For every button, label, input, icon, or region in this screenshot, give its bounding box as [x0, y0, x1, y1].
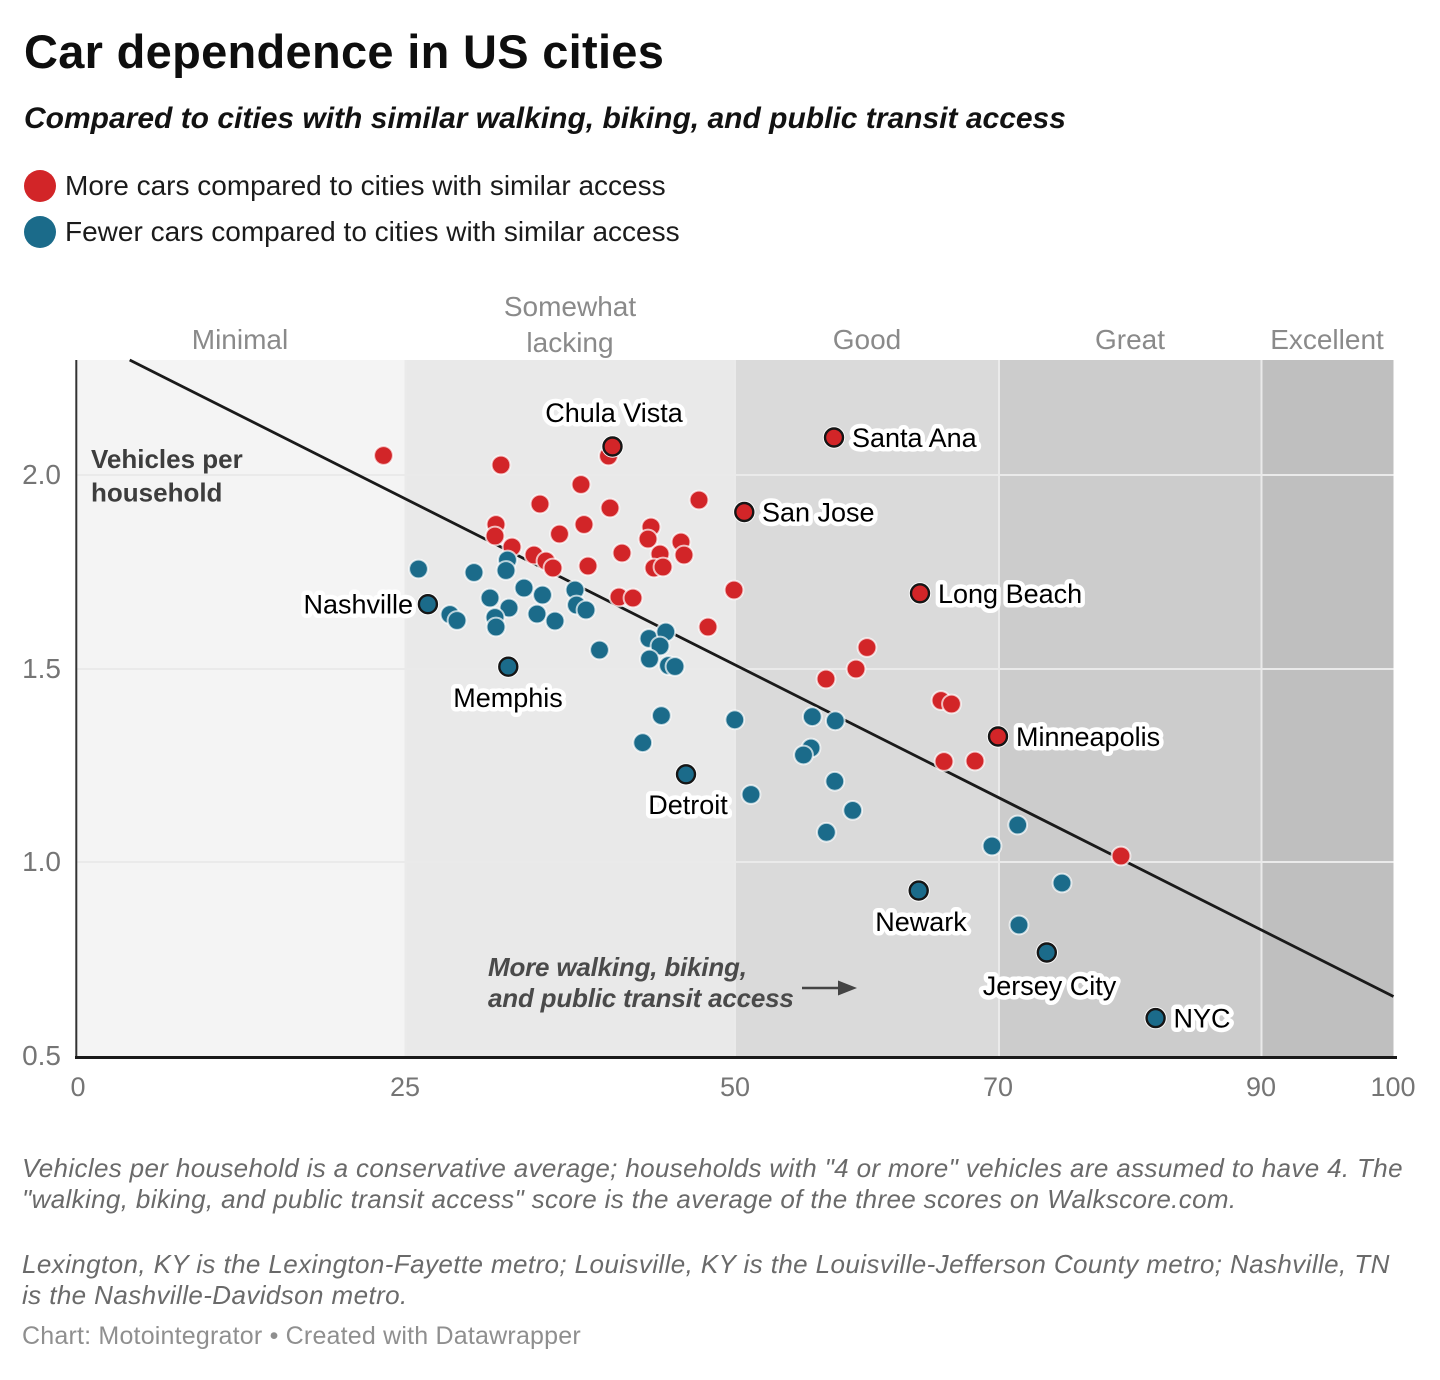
svg-text:Chula Vista: Chula Vista — [545, 398, 684, 428]
svg-text:Jersey City: Jersey City — [983, 971, 1117, 1001]
svg-text:Newark: Newark — [875, 907, 967, 937]
svg-text:1.0: 1.0 — [22, 846, 61, 877]
svg-text:Somewhat: Somewhat — [504, 291, 637, 322]
svg-text:Memphis: Memphis — [453, 683, 563, 713]
svg-text:Vehicles per: Vehicles per — [91, 444, 243, 474]
svg-text:Great: Great — [1095, 324, 1165, 355]
svg-text:Detroit: Detroit — [648, 790, 728, 820]
svg-text:Santa Ana: Santa Ana — [852, 423, 978, 453]
svg-text:San Jose: San Jose — [762, 498, 875, 528]
svg-text:Excellent: Excellent — [1270, 324, 1384, 355]
svg-text:household: household — [91, 478, 222, 508]
svg-text:and public transit access: and public transit access — [488, 983, 794, 1013]
svg-text:70: 70 — [983, 1072, 1013, 1102]
svg-text:100: 100 — [1370, 1072, 1415, 1102]
svg-text:25: 25 — [390, 1072, 420, 1102]
svg-text:Nashville: Nashville — [303, 590, 413, 620]
svg-text:Minneapolis: Minneapolis — [1016, 722, 1160, 752]
svg-text:lacking: lacking — [526, 327, 613, 358]
svg-text:50: 50 — [720, 1072, 750, 1102]
svg-text:2.0: 2.0 — [22, 459, 61, 490]
svg-text:Long Beach: Long Beach — [938, 579, 1082, 609]
svg-text:Good: Good — [833, 324, 902, 355]
svg-text:More walking, biking,: More walking, biking, — [488, 952, 747, 982]
svg-text:0: 0 — [70, 1072, 85, 1102]
svg-text:1.5: 1.5 — [22, 653, 61, 684]
svg-text:NYC: NYC — [1174, 1004, 1231, 1034]
svg-text:0.5: 0.5 — [22, 1040, 61, 1071]
svg-text:Minimal: Minimal — [192, 324, 288, 355]
svg-text:90: 90 — [1246, 1072, 1276, 1102]
